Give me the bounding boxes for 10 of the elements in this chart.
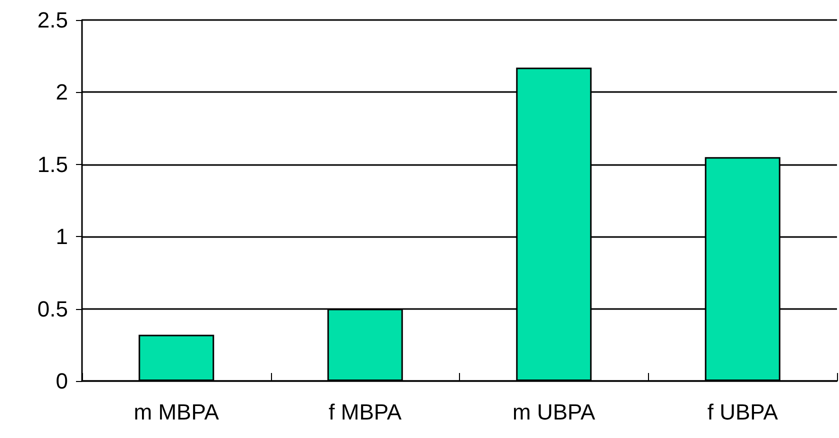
x-tick-label: m UBPA [512,400,596,424]
x-tick-label: f UBPA [707,400,778,424]
x-tick-label: f MBPA [328,400,402,424]
y-tick-label: 2.5 [37,8,68,32]
y-tick-label: 0.5 [37,296,68,322]
y-tick-label: 2 [56,80,68,105]
y-tick-label: 1.5 [37,152,68,177]
y-tick-label: 0 [56,368,68,394]
x-tick-label: m MBPA [134,400,220,424]
y-tick-label: 1 [56,224,68,250]
